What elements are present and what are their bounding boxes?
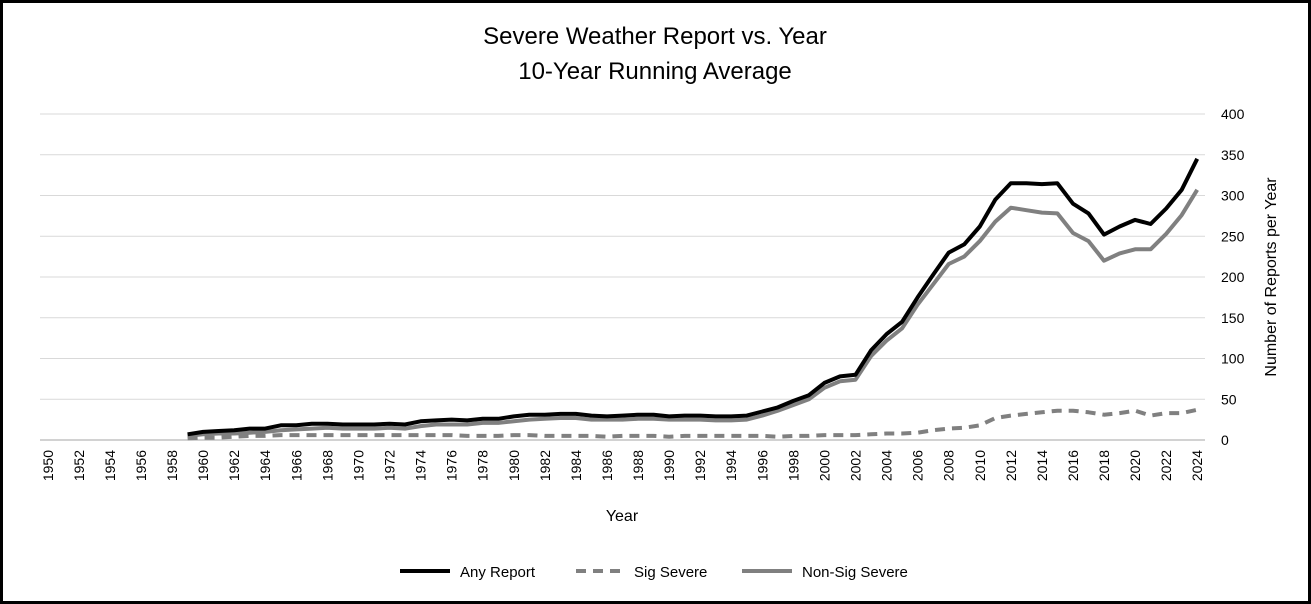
y-tick-label: 100 [1221,351,1245,367]
y-tick-label: 0 [1221,432,1229,448]
y-tick-label: 300 [1221,188,1245,204]
x-tick-label: 1964 [257,450,273,481]
x-tick-label: 2024 [1189,450,1205,481]
y-tick-label: 350 [1221,147,1245,163]
x-tick-label: 1954 [102,450,118,481]
y-tick-label: 250 [1221,228,1245,244]
x-tick-label: 1962 [226,450,242,481]
x-tick-label: 1970 [350,450,366,481]
x-tick-label: 1952 [71,450,87,481]
legend: Any Report Sig Severe Non-Sig Severe [400,564,908,581]
x-tick-label: 1984 [568,450,584,481]
x-tick-label: 2022 [1158,450,1174,481]
x-tick-label: 2004 [879,450,895,481]
x-tick-label: 1988 [630,450,646,481]
chart-subtitle: 10-Year Running Average [518,58,792,85]
x-tick-label: 2020 [1127,450,1143,481]
x-axis-ticks: 1950 1952 1954 1956 1958 1960 1962 1964 1966 1968… [40,450,1205,481]
x-tick-label: 1972 [382,450,398,481]
x-axis-label: Year [606,508,639,525]
x-tick-label: 1992 [692,450,708,481]
x-tick-label: 2010 [972,450,988,481]
y-tick-label: 400 [1221,106,1245,122]
y-tick-label: 200 [1221,269,1245,285]
x-tick-label: 2018 [1096,450,1112,481]
legend-label-sig-severe: Sig Severe [634,564,707,581]
x-tick-label: 2016 [1065,450,1081,481]
y-tick-label: 150 [1221,310,1245,326]
gridlines [40,113,1205,441]
x-tick-label: 2002 [848,450,864,481]
x-tick-label: 1968 [319,450,335,481]
y-tick-label: 50 [1221,391,1237,407]
x-tick-label: 1976 [444,450,460,481]
x-tick-label: 1960 [195,450,211,481]
x-tick-label: 1950 [40,450,56,481]
series-line-non-sig-severe [187,188,1199,438]
y-axis-label: Number of Reports per Year [1263,177,1280,377]
x-tick-label: 2000 [816,450,832,481]
x-tick-label: 1998 [785,450,801,481]
x-tick-label: 2008 [941,450,957,481]
x-tick-label: 1958 [164,450,180,481]
x-tick-label: 1956 [133,450,149,481]
x-tick-label: 1982 [537,450,553,481]
chart-title: Severe Weather Report vs. Year [483,23,827,50]
legend-label-any-report: Any Report [460,564,536,581]
x-tick-label: 1974 [413,450,429,481]
x-tick-label: 1986 [599,450,615,481]
y-axis-ticks: 0 50 100 150 200 250 300 350 400 [1221,106,1245,448]
x-tick-label: 2012 [1003,450,1019,481]
x-tick-label: 2014 [1034,450,1050,481]
x-tick-label: 2006 [910,450,926,481]
series-lines [187,157,1199,441]
x-tick-label: 1980 [506,450,522,481]
x-tick-label: 1990 [661,450,677,481]
x-tick-label: 1978 [475,450,491,481]
x-tick-label: 1996 [754,450,770,481]
legend-label-non-sig-severe: Non-Sig Severe [802,564,908,581]
x-tick-label: 1994 [723,450,739,481]
x-tick-label: 1966 [288,450,304,481]
series-line-any-report [187,157,1199,437]
